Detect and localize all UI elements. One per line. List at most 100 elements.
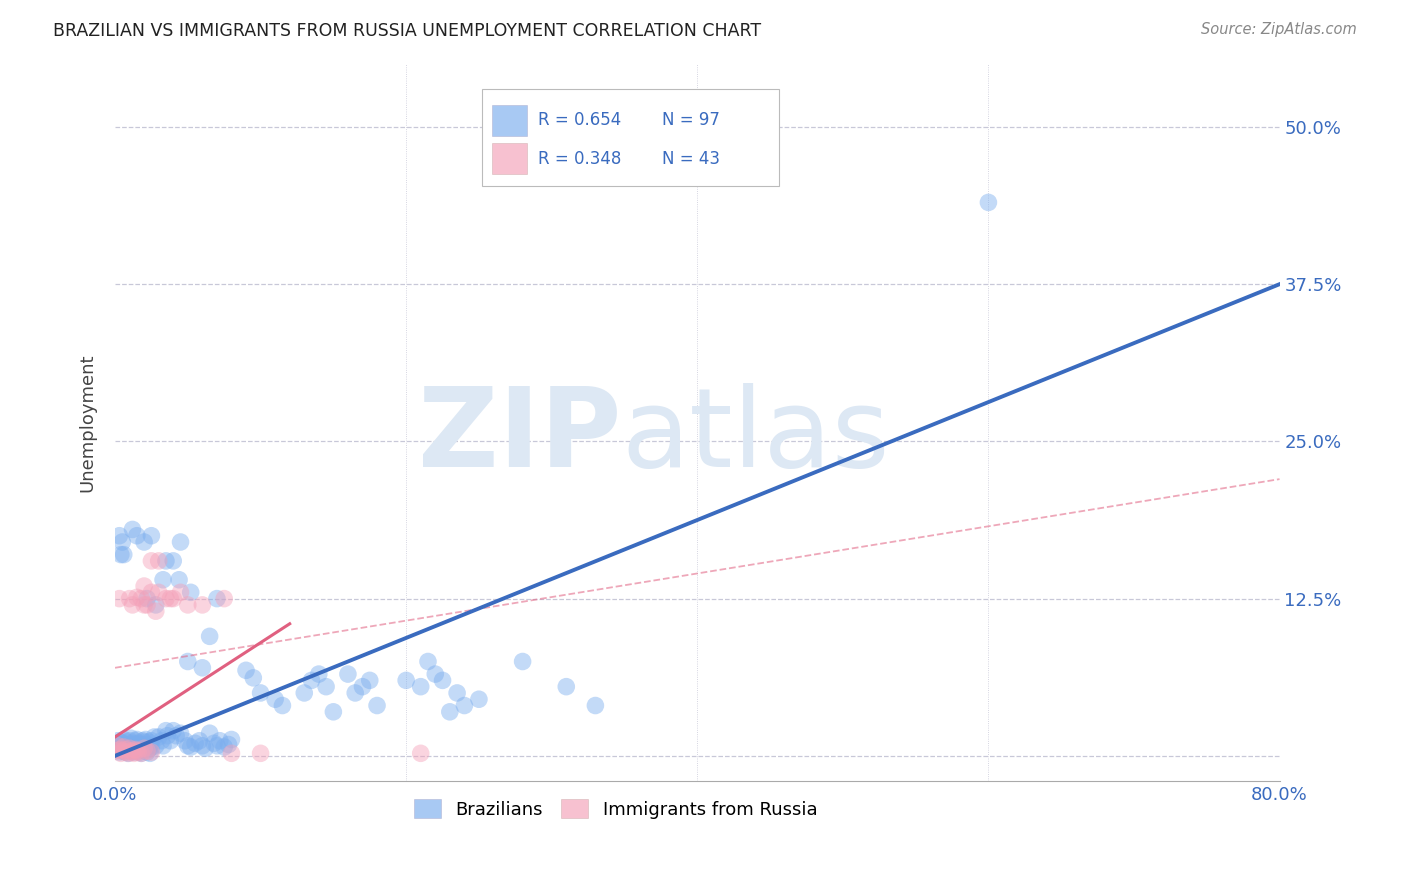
Point bbox=[135, 732, 157, 747]
Point bbox=[111, 744, 134, 758]
Point bbox=[115, 741, 138, 756]
Point bbox=[249, 686, 271, 700]
Point bbox=[127, 745, 149, 759]
Point bbox=[150, 733, 173, 747]
Point bbox=[155, 591, 177, 606]
Point bbox=[512, 655, 534, 669]
Point bbox=[145, 739, 167, 753]
Point bbox=[208, 733, 231, 747]
Point bbox=[155, 723, 177, 738]
Point bbox=[439, 705, 461, 719]
Point bbox=[212, 739, 235, 754]
Point bbox=[121, 523, 143, 537]
Point bbox=[165, 729, 187, 743]
Point bbox=[315, 680, 337, 694]
Point bbox=[121, 745, 143, 759]
Point bbox=[301, 673, 323, 688]
Point bbox=[138, 735, 160, 749]
Point bbox=[134, 735, 156, 749]
Point bbox=[425, 667, 447, 681]
Point bbox=[112, 732, 135, 747]
Point bbox=[162, 591, 184, 606]
Point bbox=[105, 744, 128, 758]
Point bbox=[127, 736, 149, 750]
Point bbox=[108, 591, 131, 606]
Point bbox=[218, 738, 240, 752]
Point bbox=[359, 673, 381, 688]
Point bbox=[141, 745, 163, 759]
Point bbox=[180, 585, 202, 599]
Point bbox=[191, 661, 214, 675]
Point bbox=[977, 195, 1000, 210]
FancyBboxPatch shape bbox=[492, 143, 527, 175]
Point bbox=[141, 733, 163, 747]
Point bbox=[555, 680, 578, 694]
Point bbox=[105, 736, 128, 750]
Point bbox=[129, 747, 152, 761]
Text: R = 0.348: R = 0.348 bbox=[537, 151, 621, 169]
Y-axis label: Unemployment: Unemployment bbox=[79, 353, 96, 491]
Point bbox=[136, 738, 159, 752]
Point bbox=[129, 591, 152, 606]
Point bbox=[121, 736, 143, 750]
Point bbox=[177, 655, 200, 669]
Point bbox=[264, 692, 287, 706]
Point bbox=[156, 729, 179, 743]
Text: BRAZILIAN VS IMMIGRANTS FROM RUSSIA UNEMPLOYMENT CORRELATION CHART: BRAZILIAN VS IMMIGRANTS FROM RUSSIA UNEM… bbox=[53, 22, 762, 40]
Point bbox=[152, 573, 174, 587]
Point bbox=[148, 730, 170, 744]
Point bbox=[112, 739, 135, 754]
Point bbox=[108, 745, 131, 759]
Point bbox=[139, 739, 162, 753]
Point bbox=[416, 655, 439, 669]
Point bbox=[167, 573, 190, 587]
Point bbox=[108, 742, 131, 756]
Point bbox=[159, 733, 181, 747]
Point bbox=[409, 680, 432, 694]
Point bbox=[174, 733, 197, 747]
Point bbox=[143, 730, 166, 744]
Point bbox=[148, 554, 170, 568]
Point bbox=[194, 741, 217, 756]
Point bbox=[122, 738, 145, 752]
Point bbox=[107, 733, 129, 747]
Point bbox=[583, 698, 606, 713]
Point bbox=[120, 739, 142, 753]
Point bbox=[152, 739, 174, 753]
Point bbox=[184, 736, 207, 750]
Point bbox=[352, 680, 374, 694]
Point bbox=[169, 585, 191, 599]
Text: N = 97: N = 97 bbox=[662, 111, 720, 129]
Point bbox=[136, 591, 159, 606]
Point bbox=[336, 667, 359, 681]
Point bbox=[110, 548, 132, 562]
Point bbox=[205, 739, 228, 753]
Point bbox=[117, 739, 139, 753]
Point bbox=[108, 738, 131, 752]
Legend: Brazilians, Immigrants from Russia: Brazilians, Immigrants from Russia bbox=[406, 792, 824, 826]
Point bbox=[129, 747, 152, 761]
Point bbox=[128, 745, 150, 759]
Point bbox=[145, 604, 167, 618]
Point bbox=[115, 745, 138, 759]
Point bbox=[138, 742, 160, 756]
Point bbox=[114, 745, 136, 759]
Point bbox=[107, 739, 129, 753]
Point bbox=[141, 554, 163, 568]
Point bbox=[162, 723, 184, 738]
Point bbox=[395, 673, 418, 688]
Point bbox=[131, 739, 153, 754]
Point bbox=[118, 742, 141, 756]
Point bbox=[107, 739, 129, 753]
Point bbox=[446, 686, 468, 700]
Point bbox=[125, 732, 148, 747]
Point bbox=[162, 554, 184, 568]
Point bbox=[110, 735, 132, 749]
Point bbox=[117, 747, 139, 761]
Text: N = 43: N = 43 bbox=[662, 151, 720, 169]
Point bbox=[148, 585, 170, 599]
Point bbox=[468, 692, 491, 706]
Point bbox=[105, 742, 128, 756]
Point bbox=[124, 741, 146, 756]
Point bbox=[111, 736, 134, 750]
